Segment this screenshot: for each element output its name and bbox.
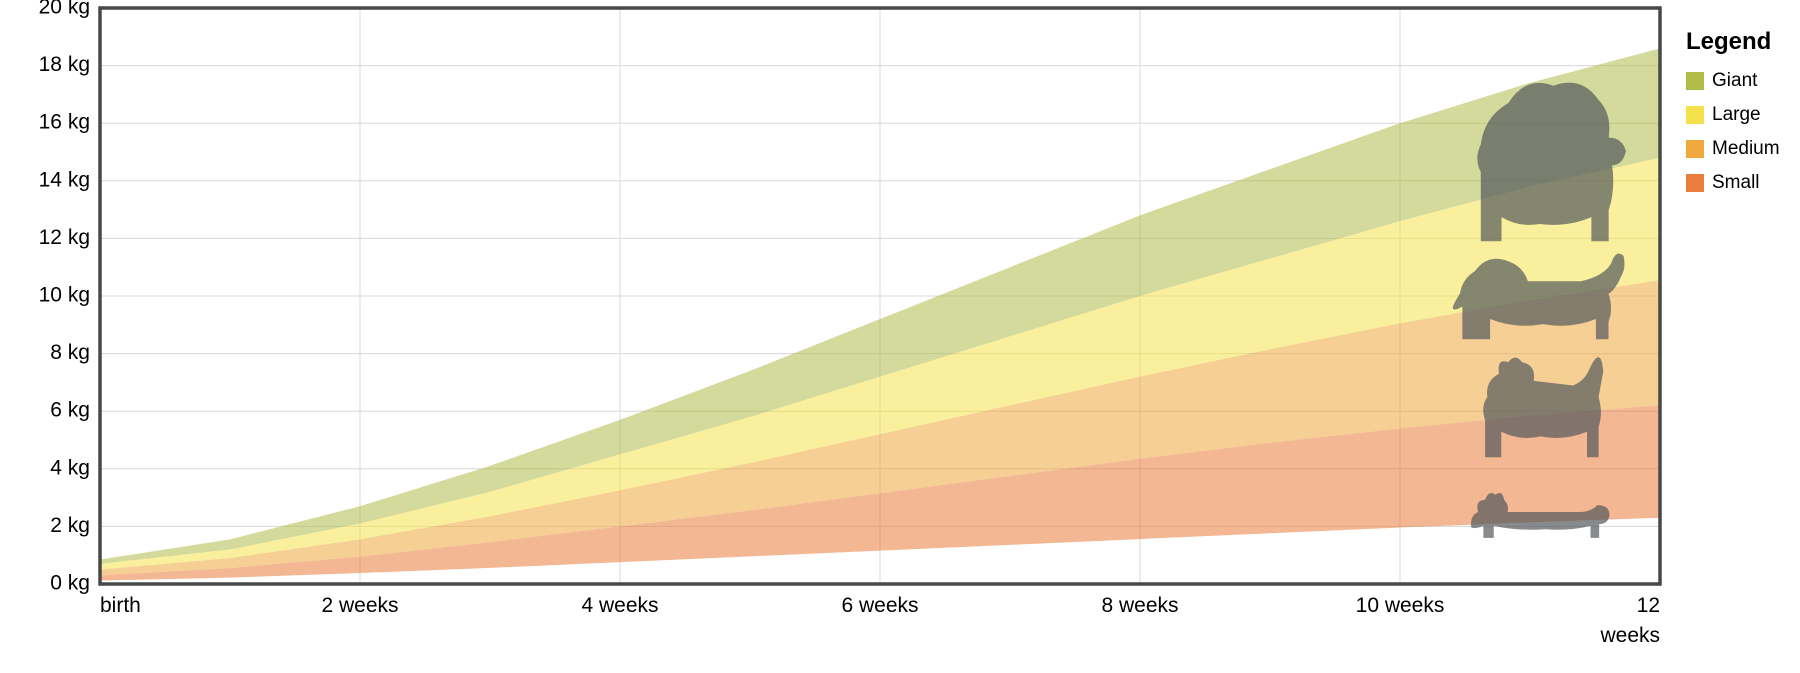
legend-item-large: Large <box>1686 104 1780 126</box>
x-tick-label: 12 <box>1637 594 1660 617</box>
legend: Legend Giant Large Medium Small <box>1686 28 1780 206</box>
x-tick-label: birth <box>100 594 141 617</box>
legend-swatch <box>1686 174 1704 192</box>
legend-label: Small <box>1712 172 1760 194</box>
x-tick-label: 6 weeks <box>841 594 918 617</box>
x-tick-label: 8 weeks <box>1101 594 1178 617</box>
legend-title: Legend <box>1686 28 1780 56</box>
y-tick-label: 16 kg <box>39 111 90 134</box>
growth-chart-container: 0 kg 2 kg 4 kg 6 kg 8 kg 10 kg 12 kg 14 kg 16 kg… <box>0 0 1800 673</box>
legend-swatch <box>1686 106 1704 124</box>
growth-chart: 0 kg 2 kg 4 kg 6 kg 8 kg 10 kg 12 kg 14 kg 16 kg… <box>0 0 1800 673</box>
y-tick-label: 2 kg <box>50 514 90 537</box>
legend-label: Large <box>1712 104 1761 126</box>
x-secondary-label: weeks <box>1599 624 1660 647</box>
legend-items: Giant Large Medium Small <box>1686 70 1780 194</box>
legend-label: Giant <box>1712 70 1757 92</box>
y-tick-label: 20 kg <box>39 0 90 19</box>
y-tick-label: 10 kg <box>39 284 90 307</box>
legend-item-medium: Medium <box>1686 138 1780 160</box>
y-tick-label: 14 kg <box>39 168 90 191</box>
x-tick-label: 4 weeks <box>581 594 658 617</box>
legend-swatch <box>1686 72 1704 90</box>
y-tick-label: 18 kg <box>39 53 90 76</box>
legend-item-giant: Giant <box>1686 70 1780 92</box>
y-tick-label: 8 kg <box>50 341 90 364</box>
x-tick-label: 10 weeks <box>1356 594 1445 617</box>
legend-item-small: Small <box>1686 172 1780 194</box>
y-tick-label: 12 kg <box>39 226 90 249</box>
y-tick-label: 4 kg <box>50 456 90 479</box>
y-tick-label: 0 kg <box>50 572 90 595</box>
y-tick-label: 6 kg <box>50 399 90 422</box>
x-tick-label: 2 weeks <box>321 594 398 617</box>
legend-swatch <box>1686 140 1704 158</box>
legend-label: Medium <box>1712 138 1780 160</box>
